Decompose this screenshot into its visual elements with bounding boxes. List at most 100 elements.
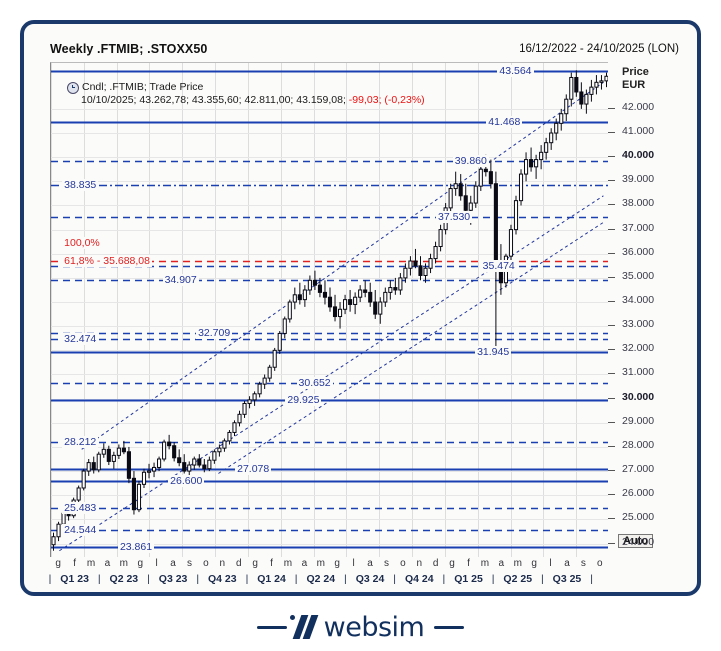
month-tick-label: g [334,558,340,569]
month-tick-label: m [480,558,490,569]
candle-body [287,301,292,320]
chart-area[interactable]: Cndl; .FTMIB; Trade Price 10/10/2025; 43… [50,62,654,557]
quarter-separator: | [196,573,200,585]
candle-body [317,284,323,293]
price-level-label: 43.564 [497,65,534,78]
candle-body [136,483,142,511]
month-tick-label: s [187,558,192,569]
candle-body [569,76,574,100]
candle-body [418,265,423,276]
candle-body [358,289,363,298]
candle-body [348,299,353,305]
price-level-label: 61,8% - 35.688,08 [62,255,152,268]
price-level-label: 37.530 [436,210,473,223]
price-tick-mark [608,349,615,350]
clock-icon[interactable] [67,81,79,94]
price-level-label: 29.925 [285,394,322,407]
price-level-label: 32.474 [62,332,99,345]
quarter-label: Q4 23 [208,573,237,585]
footer-rule-right [434,625,465,629]
price-tick-label: 24.000 [622,535,655,548]
candle-body [428,258,433,269]
quarter-separator: | [491,573,495,585]
candle-body [453,183,458,190]
candle-body [172,445,177,459]
candle-body [433,246,438,260]
price-tick-label: 30.000 [622,390,655,403]
price-level-label: 27.078 [235,463,272,476]
price-tick-mark [608,446,615,447]
time-axis[interactable]: g f m a m g l a s o n d g f m a m g l a s o n d g f m a m g l a s o Q1 23 Q… [49,558,650,600]
candle-body [131,477,137,511]
price-tick-mark [608,180,615,181]
month-tick-label: g [449,558,455,569]
logo-dot-icon [289,615,295,620]
candle-body [292,294,297,303]
quarter-label: Q3 25 [552,573,582,585]
trendlines [59,81,604,552]
price-tick-label: 41.000 [622,125,655,138]
candle-body [368,291,373,303]
price-tick-label: 37.000 [622,221,655,234]
price-tick-mark [608,156,615,157]
price-tick-label: 27.000 [622,463,655,476]
month-tick-label: g [55,558,61,569]
quarter-separator: | [147,573,150,585]
candle-body [373,301,378,315]
candle-body [463,195,468,211]
quarter-separator: | [540,573,544,585]
candle-body [101,448,106,455]
price-axis[interactable]: Price EUR Auto 42.000 41.000 40.000 39.000 3… [608,62,700,557]
month-tick-label: g [531,558,537,569]
month-tick-label: s [383,558,389,569]
price-level-label: 39.860 [452,154,489,167]
price-tick-label: 38.000 [622,197,655,210]
candle-body [197,458,202,466]
price-tick-mark [608,398,615,399]
candle-body [146,470,152,473]
quarter-separator: | [97,573,101,585]
month-tick-label: a [564,558,570,569]
month-tick-label: l [155,558,158,569]
month-tick-label: a [104,558,111,569]
candle-body [212,451,217,461]
price-level-label: 35.474 [480,260,517,273]
price-tick-mark [608,132,615,133]
month-tick-label: a [367,558,373,569]
candle-body [458,183,463,197]
month-tick-label: a [498,558,505,569]
candle-body [91,462,96,471]
price-level-label: 24.544 [62,524,99,537]
price-tick-label: 40.000 [622,149,655,162]
candle-body [388,287,393,293]
month-tick-label: m [86,558,96,569]
candle-body [282,318,287,334]
candle-body [277,332,282,351]
candle-body [508,229,514,257]
candle-body [61,512,66,525]
chart-gridlines [51,63,608,557]
quarter-label: Q2 25 [503,573,533,585]
price-tick-label: 34.000 [622,294,655,307]
candle-body [162,441,167,460]
price-tick-label: 33.000 [622,318,655,331]
plot-canvas[interactable]: Cndl; .FTMIB; Trade Price 10/10/2025; 43… [50,62,608,557]
month-tick-label: m [119,558,129,569]
candle-body [202,464,207,470]
candle-body [483,168,488,173]
candle-body [81,470,86,489]
candle-body [227,431,232,442]
auto-scale-button[interactable]: Auto [618,534,654,548]
candle-body [327,296,333,308]
price-level-label: 26.600 [168,474,205,487]
price-tick-mark [608,301,615,302]
price-level-label: 34.907 [162,274,199,287]
candle-body [599,80,604,83]
price-tick-label: 25.000 [622,511,655,524]
candle-body [337,308,343,318]
quarter-label: Q3 24 [355,573,385,585]
candle-body [141,471,147,485]
quarter-separator: | [294,573,298,585]
candle-body [413,260,418,267]
price-level-label: 38.835 [62,179,99,192]
